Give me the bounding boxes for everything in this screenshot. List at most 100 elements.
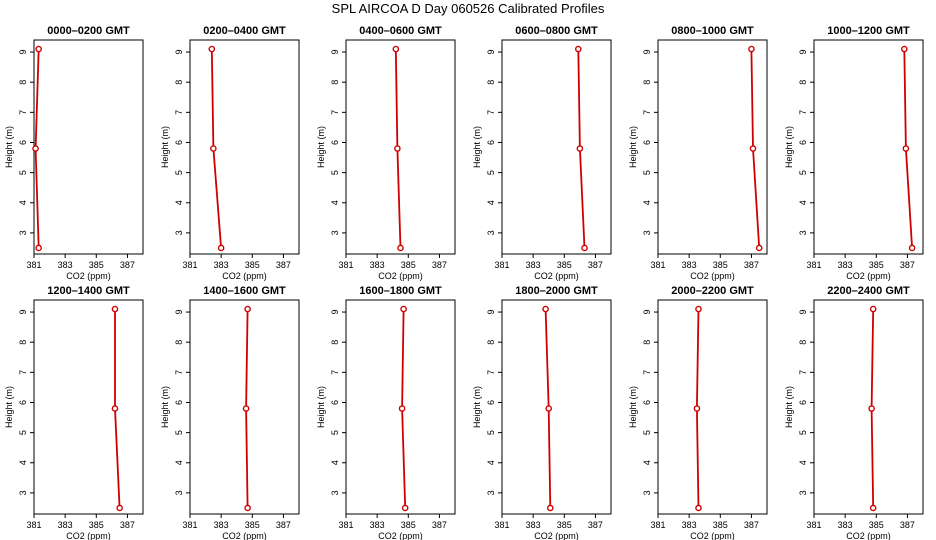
y-tick-label: 7 xyxy=(642,370,652,375)
profile-panel: 1400–1600 GMT 381 383 385 387 CO2 (ppm) 3 4 5 6 7 8… xyxy=(160,285,300,540)
x-tick-label: 385 xyxy=(869,260,884,270)
x-tick-label: 381 xyxy=(806,260,821,270)
y-tick-label: 3 xyxy=(174,230,184,235)
y-tick-label: 7 xyxy=(18,370,28,375)
y-axis-label: Height (m) xyxy=(628,126,638,168)
x-tick-label: 381 xyxy=(650,260,665,270)
panel-title: 1200–1400 GMT xyxy=(47,285,130,297)
y-axis-label: Height (m) xyxy=(472,126,482,168)
data-point xyxy=(35,244,42,252)
x-tick-label: 381 xyxy=(26,260,41,270)
plot-frame xyxy=(33,299,144,515)
panel-title: 1600–1800 GMT xyxy=(359,285,442,297)
y-axis-label: Height (m) xyxy=(784,126,794,168)
data-point xyxy=(394,145,401,152)
x-tick-label: 381 xyxy=(806,520,821,530)
data-point xyxy=(576,145,584,152)
x-axis-label: CO2 (ppm) xyxy=(690,271,735,281)
data-point xyxy=(208,45,216,53)
profile-panel: 0600–0800 GMT 381 383 385 387 CO2 (ppm) 3 4 5 6 7 8… xyxy=(472,25,612,281)
plot-frame xyxy=(501,39,612,255)
y-tick-label: 8 xyxy=(486,340,496,345)
y-tick-label: 8 xyxy=(18,80,28,85)
y-tick-label: 8 xyxy=(642,340,652,345)
x-tick-label: 387 xyxy=(588,520,603,530)
y-tick-label: 7 xyxy=(642,110,652,115)
x-tick-label: 381 xyxy=(338,520,353,530)
y-tick-label: 3 xyxy=(18,490,28,495)
y-tick-label: 9 xyxy=(642,50,652,55)
y-tick-label: 3 xyxy=(486,490,496,495)
plot-frame xyxy=(657,299,768,515)
y-axis-label: Height (m) xyxy=(316,386,326,428)
x-axis-label: CO2 (ppm) xyxy=(222,271,267,281)
y-tick-label: 3 xyxy=(798,230,808,235)
y-tick-label: 7 xyxy=(486,110,496,115)
data-point xyxy=(695,305,702,313)
y-tick-label: 9 xyxy=(330,50,340,55)
x-axis-label: CO2 (ppm) xyxy=(690,531,735,540)
x-tick-label: 383 xyxy=(526,520,541,530)
data-point xyxy=(398,405,406,412)
profile-panel: 0400–0600 GMT 381 383 385 387 CO2 (ppm) 3 4 5 6 7 8… xyxy=(316,25,456,281)
x-tick-label: 383 xyxy=(682,260,697,270)
data-point xyxy=(868,405,875,412)
y-tick-label: 3 xyxy=(642,490,652,495)
plot-frame xyxy=(813,39,924,255)
y-tick-label: 6 xyxy=(330,140,340,145)
y-tick-label: 4 xyxy=(174,460,184,465)
panel-title: 0200–0400 GMT xyxy=(203,25,286,37)
y-tick-label: 7 xyxy=(330,110,340,115)
y-axis-label: Height (m) xyxy=(4,126,14,168)
panel-title: 0000–0200 GMT xyxy=(47,25,130,37)
y-tick-label: 6 xyxy=(18,400,28,405)
y-tick-label: 4 xyxy=(330,460,340,465)
y-tick-label: 5 xyxy=(798,170,808,175)
plot-frame xyxy=(813,299,924,515)
profile-panel: 0800–1000 GMT 381 383 385 387 CO2 (ppm) 3 4 5 6 7 8… xyxy=(628,25,768,281)
plot-frame xyxy=(33,39,144,255)
x-tick-label: 387 xyxy=(120,520,135,530)
panel-title: 2000–2200 GMT xyxy=(671,285,754,297)
profile-panel: 1200–1400 GMT 381 383 385 387 CO2 (ppm) 3 4 5 6 7 8… xyxy=(4,285,144,540)
x-tick-label: 387 xyxy=(900,520,915,530)
y-axis-label: Height (m) xyxy=(160,386,170,428)
y-tick-label: 9 xyxy=(798,310,808,315)
data-point xyxy=(32,145,39,152)
x-axis-label: CO2 (ppm) xyxy=(378,271,423,281)
panel-title: 0800–1000 GMT xyxy=(671,25,754,37)
plot-frame xyxy=(345,39,456,255)
y-tick-label: 8 xyxy=(174,80,184,85)
x-tick-label: 381 xyxy=(338,260,353,270)
x-tick-label: 387 xyxy=(744,260,759,270)
x-tick-label: 387 xyxy=(432,260,447,270)
x-tick-label: 381 xyxy=(182,260,197,270)
y-tick-label: 3 xyxy=(330,490,340,495)
x-axis-label: CO2 (ppm) xyxy=(846,531,891,540)
y-tick-label: 9 xyxy=(642,310,652,315)
x-tick-label: 381 xyxy=(650,520,665,530)
y-axis-label: Height (m) xyxy=(4,386,14,428)
y-tick-label: 6 xyxy=(330,400,340,405)
x-tick-label: 385 xyxy=(869,520,884,530)
data-point xyxy=(542,305,549,313)
plot-frame xyxy=(345,299,456,515)
x-tick-label: 385 xyxy=(245,260,260,270)
y-tick-label: 9 xyxy=(174,50,184,55)
data-point xyxy=(244,305,251,313)
data-point xyxy=(869,504,877,512)
y-tick-label: 6 xyxy=(642,400,652,405)
x-tick-label: 387 xyxy=(432,520,447,530)
x-tick-label: 385 xyxy=(557,260,572,270)
y-tick-label: 8 xyxy=(798,340,808,345)
y-tick-label: 6 xyxy=(486,400,496,405)
y-tick-label: 3 xyxy=(18,230,28,235)
x-tick-label: 381 xyxy=(182,520,197,530)
panel-title: 1400–1600 GMT xyxy=(203,285,286,297)
y-tick-label: 7 xyxy=(486,370,496,375)
data-point xyxy=(755,244,763,252)
y-tick-label: 5 xyxy=(330,170,340,175)
y-tick-label: 6 xyxy=(174,400,184,405)
x-tick-label: 383 xyxy=(370,260,385,270)
